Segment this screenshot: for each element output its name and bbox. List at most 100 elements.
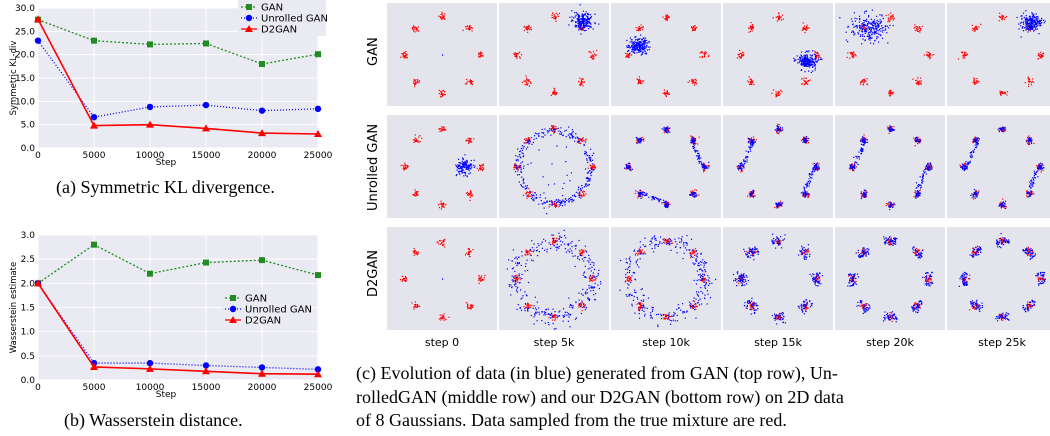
generated-point (655, 196, 657, 199)
true-point (747, 195, 749, 197)
generated-point (851, 31, 853, 33)
generated-point (585, 19, 587, 21)
true-point (412, 27, 414, 29)
generated-point (1030, 26, 1032, 28)
true-point (806, 194, 809, 196)
generated-point (806, 185, 808, 187)
true-point (852, 165, 854, 167)
generated-point (642, 48, 645, 51)
generated-point (749, 146, 751, 148)
data-point (258, 107, 266, 114)
true-point (640, 81, 642, 84)
generated-point (465, 161, 467, 164)
generated-point (547, 184, 550, 186)
true-point (888, 19, 890, 22)
generated-point (692, 147, 695, 150)
generated-point (880, 34, 882, 37)
true-point (553, 90, 555, 92)
generated-point (534, 192, 536, 194)
generated-point (864, 142, 866, 144)
generated-point (805, 136, 808, 138)
true-point (513, 53, 515, 55)
generated-point (1025, 21, 1027, 23)
true-point (692, 81, 695, 83)
generated-point (581, 20, 583, 22)
generated-point (963, 167, 966, 170)
true-point (516, 165, 518, 167)
generated-point (642, 191, 644, 194)
generated-point (693, 140, 695, 142)
true-point (442, 95, 444, 97)
true-point (803, 27, 806, 29)
generated-point (456, 174, 458, 176)
generated-point (811, 55, 813, 57)
generated-point (576, 136, 578, 138)
generated-point (800, 69, 802, 72)
generated-point (920, 184, 922, 186)
true-point (914, 29, 916, 32)
true-point (524, 84, 526, 86)
generated-point (698, 157, 700, 159)
generated-point (551, 201, 553, 203)
true-point (853, 55, 855, 57)
generated-point (889, 24, 891, 27)
true-point (893, 126, 895, 128)
true-point (483, 167, 485, 169)
generated-point (521, 152, 523, 154)
generated-point (568, 201, 570, 203)
generated-point (919, 139, 921, 141)
generated-point (915, 140, 917, 142)
true-point (514, 55, 516, 58)
true-point (855, 55, 857, 57)
true-point (663, 203, 666, 205)
legend-label: GAN (261, 3, 283, 14)
true-point (778, 206, 780, 208)
generated-point (690, 141, 693, 144)
generated-point (866, 35, 868, 38)
true-point (804, 194, 806, 196)
generated-point (543, 202, 545, 204)
generated-point (593, 168, 595, 171)
generated-point (746, 155, 748, 158)
true-point (864, 27, 866, 29)
generated-point (465, 159, 467, 161)
x-tick-label: 5000 (83, 151, 106, 161)
generated-point (917, 191, 919, 193)
true-point (666, 130, 668, 132)
generated-point (964, 165, 967, 167)
generated-point (701, 164, 703, 166)
generated-point (552, 128, 555, 131)
true-point (691, 80, 693, 82)
generated-point (808, 59, 810, 61)
generated-point (1033, 13, 1035, 16)
generated-point (546, 200, 548, 202)
generated-point (1035, 25, 1038, 27)
true-point (919, 27, 921, 29)
true-point (802, 29, 805, 31)
generated-point (1018, 23, 1020, 25)
true-point (627, 56, 629, 58)
true-point (442, 93, 444, 95)
true-point (865, 27, 867, 29)
generated-point (1032, 20, 1034, 23)
generated-point (926, 166, 928, 168)
generated-point (879, 19, 881, 21)
generated-point (1027, 196, 1029, 198)
generated-point (546, 201, 548, 203)
generated-point (967, 162, 970, 164)
true-point (558, 15, 560, 17)
generated-point (802, 140, 805, 142)
generated-point (851, 167, 853, 170)
generated-point (752, 142, 754, 144)
generated-point (538, 149, 540, 151)
true-point (780, 130, 782, 133)
true-point (440, 13, 442, 16)
generated-point (574, 12, 576, 14)
generated-point (891, 204, 893, 206)
true-point (851, 165, 853, 167)
generated-point (975, 193, 977, 195)
generated-point (777, 128, 780, 130)
generated-point (1038, 21, 1040, 23)
generated-point (922, 180, 924, 183)
generated-point (639, 43, 642, 46)
